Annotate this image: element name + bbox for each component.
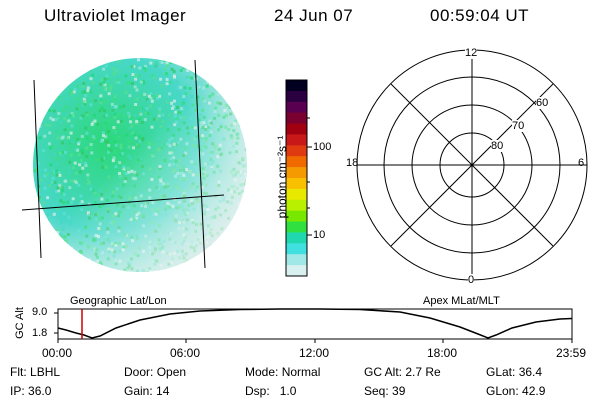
altitude-plot: [54, 308, 573, 343]
colorbar-cell: [286, 178, 307, 190]
altitude-xtick-2359: 23:59: [556, 346, 587, 360]
info-seq: Seq: 39: [364, 384, 406, 398]
apex-grid-label: Apex MLat/MLT: [423, 295, 500, 307]
colorbar-cell: [286, 156, 307, 168]
altitude-xtick-0600: 06:00: [170, 346, 201, 360]
colorbar-cell: [286, 134, 307, 146]
geographic-grid-lines: [21, 59, 225, 269]
info-door: Door: Open: [124, 365, 187, 379]
colorbar-cell: [286, 188, 307, 201]
info-mode: Mode: Normal: [245, 365, 321, 379]
colorbar-cell: [286, 112, 307, 125]
info-gain: Gain: 14: [124, 384, 170, 398]
colorbar-cell: [286, 145, 307, 157]
colorbar: [285, 79, 312, 277]
colorbar-cell: [286, 254, 307, 266]
mlt-label-6: 6: [578, 157, 585, 169]
colorbar-cell: [286, 101, 307, 114]
info-gc-alt: GC Alt: 2.7 Re: [364, 365, 441, 379]
polar-grid: [356, 49, 588, 281]
altitude-xtick-1800: 18:00: [427, 346, 458, 360]
colorbar-cell: [286, 243, 307, 255]
instrument-title: Ultraviolet Imager: [44, 6, 187, 25]
altitude-ytick-high: 9.0: [32, 306, 48, 318]
earth-disk-image: [33, 58, 247, 272]
altitude-ylabel: GC Alt: [14, 307, 26, 339]
colorbar-cell: [286, 167, 307, 179]
colorbar-cell: [286, 265, 307, 277]
colorbar-cell: [286, 123, 307, 135]
altitude-xtick-0000: 00:00: [42, 346, 73, 360]
info-glat: GLat: 36.4: [486, 365, 543, 379]
colorbar-cell: [286, 232, 307, 244]
mlat-label-60: 60: [536, 97, 549, 109]
altitude-xtick-1200: 12:00: [299, 346, 330, 360]
info-ip: IP: 36.0: [10, 384, 52, 398]
colorbar-cell: [286, 199, 307, 212]
info-dsp: Dsp: 1.0: [245, 384, 297, 398]
mlt-label-0: 0: [468, 274, 475, 286]
observation-date: 24 Jun 07: [274, 6, 354, 25]
mlat-label-70: 70: [512, 120, 525, 132]
geographic-grid-label: Geographic Lat/Lon: [70, 295, 167, 307]
observation-time: 00:59:04 UT: [430, 6, 530, 25]
info-flt: Flt: LBHL: [10, 365, 61, 379]
altitude-ytick-low: 1.8: [32, 327, 48, 339]
mlt-label-18: 18: [346, 157, 359, 169]
info-glon: GLon: 42.9: [486, 384, 546, 398]
mlat-label-80: 80: [491, 140, 504, 152]
colorbar-tick-10: 10: [313, 229, 326, 241]
colorbar-cell: [286, 80, 307, 92]
colorbar-cell: [286, 90, 307, 103]
colorbar-tick-100: 100: [313, 141, 332, 153]
colorbar-unit-label: photon cm⁻²s⁻¹: [275, 135, 289, 219]
colorbar-cell: [286, 221, 307, 233]
colorbar-cell: [286, 210, 307, 223]
mlt-label-12: 12: [465, 47, 478, 59]
